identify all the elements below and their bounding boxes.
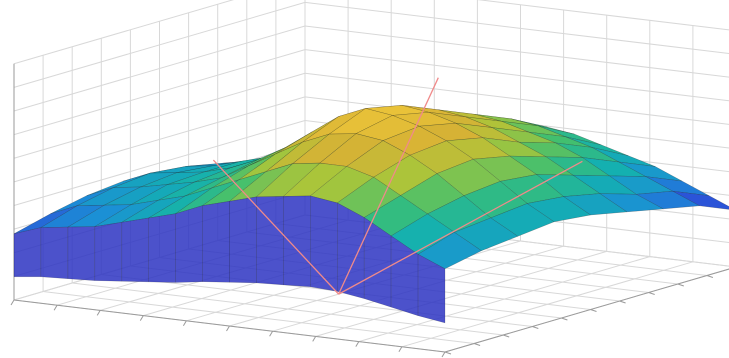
red-annotation-lines xyxy=(212,77,583,295)
x-tick xyxy=(53,304,58,311)
y-tick xyxy=(532,326,539,329)
grid-line-left-horizontal xyxy=(13,49,306,136)
grid-line-back-horizontal xyxy=(304,25,729,78)
y-tick xyxy=(677,283,684,287)
y-tick xyxy=(473,343,481,346)
red-line xyxy=(212,159,340,295)
grid-line-left-horizontal xyxy=(13,1,306,88)
surface-wall-patch xyxy=(229,196,257,284)
grid-line-left-horizontal xyxy=(13,72,306,159)
y-tick xyxy=(706,275,714,278)
surface-wall-patch xyxy=(121,217,149,283)
surface-wall-patch xyxy=(337,202,365,299)
x-tick xyxy=(269,330,274,337)
x-tick xyxy=(139,315,144,321)
surface-wall-patch xyxy=(94,222,122,282)
grid-line-left-horizontal xyxy=(13,25,306,112)
y-tick xyxy=(444,351,452,355)
surface-mesh xyxy=(13,105,729,324)
surface-wall-patch xyxy=(67,226,95,281)
surface-wall-patch xyxy=(40,226,69,279)
x-tick xyxy=(398,346,403,353)
red-line xyxy=(338,77,439,295)
y-tick xyxy=(648,292,655,295)
x-tick xyxy=(182,320,187,327)
surface-wall-patch xyxy=(148,213,176,283)
grid-line-floor-x xyxy=(358,256,650,343)
grid-line-back-horizontal xyxy=(304,72,729,125)
grid-line-back-horizontal xyxy=(304,1,729,55)
y-tick xyxy=(561,317,568,321)
y-tick xyxy=(619,300,626,304)
surface-wall-patch xyxy=(202,201,230,283)
x-tick xyxy=(312,336,317,342)
grid-line-floor-x xyxy=(315,250,607,337)
surface-wall-patch xyxy=(175,205,203,283)
red-line xyxy=(338,160,583,295)
surface-wall-patch xyxy=(13,227,42,277)
surface-wall-patch xyxy=(417,254,446,324)
x-tick xyxy=(10,299,15,306)
x-tick xyxy=(441,351,446,358)
y-tick xyxy=(590,309,597,312)
y-tick xyxy=(503,334,510,338)
grid-line-left-horizontal xyxy=(13,0,235,65)
grid-line-back-horizontal xyxy=(476,0,729,31)
x-tick xyxy=(96,310,101,316)
surface-wall-patch xyxy=(310,195,338,292)
x-tick xyxy=(226,325,230,332)
surface-wall-patch xyxy=(283,195,311,287)
grid-line-floor-x xyxy=(401,261,694,348)
grid-line-left-horizontal xyxy=(13,96,306,183)
x-tick xyxy=(355,341,360,347)
grid-line-back-horizontal xyxy=(304,49,729,102)
